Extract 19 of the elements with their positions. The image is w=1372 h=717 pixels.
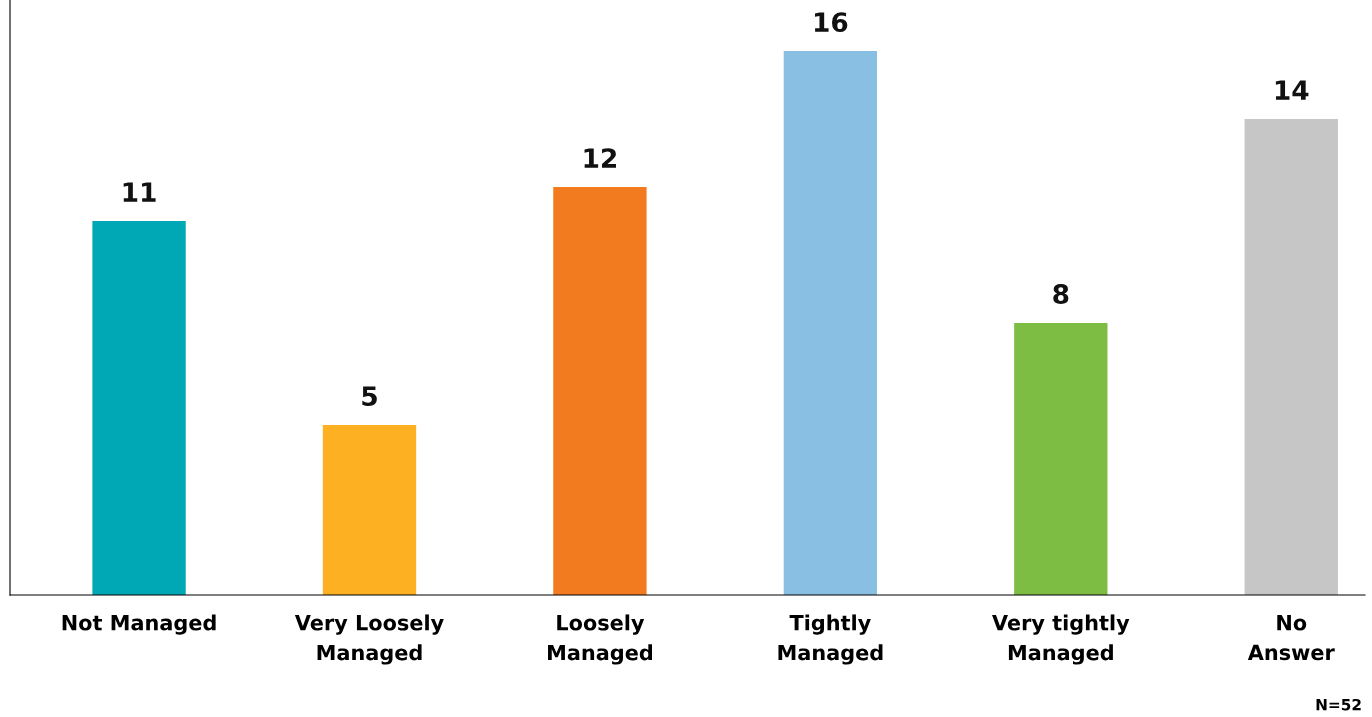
data-label: 12 [584,148,616,168]
data-label: 5 [362,386,377,407]
bar [553,187,647,595]
data-label: 14 [1275,80,1309,100]
text: N=52 [1316,698,1361,711]
bar [322,425,417,595]
bar [1244,119,1338,595]
x-tick-label: No Answer [1247,615,1335,661]
x-tick-label: Very tightly Managed [992,614,1130,665]
x-tick-label: Tightly Managed [778,614,883,665]
data-label: 8 [1053,284,1069,305]
data-label: 16 [814,12,848,33]
x-tick-label: Not Managed [62,614,216,635]
bar [92,221,186,595]
data-label: 11 [123,182,156,202]
x-tick-label: Very Loosely Managed [294,614,444,665]
x-tick-label: Loosely Managed [548,614,652,665]
bar [1014,323,1108,595]
bar [783,51,878,595]
